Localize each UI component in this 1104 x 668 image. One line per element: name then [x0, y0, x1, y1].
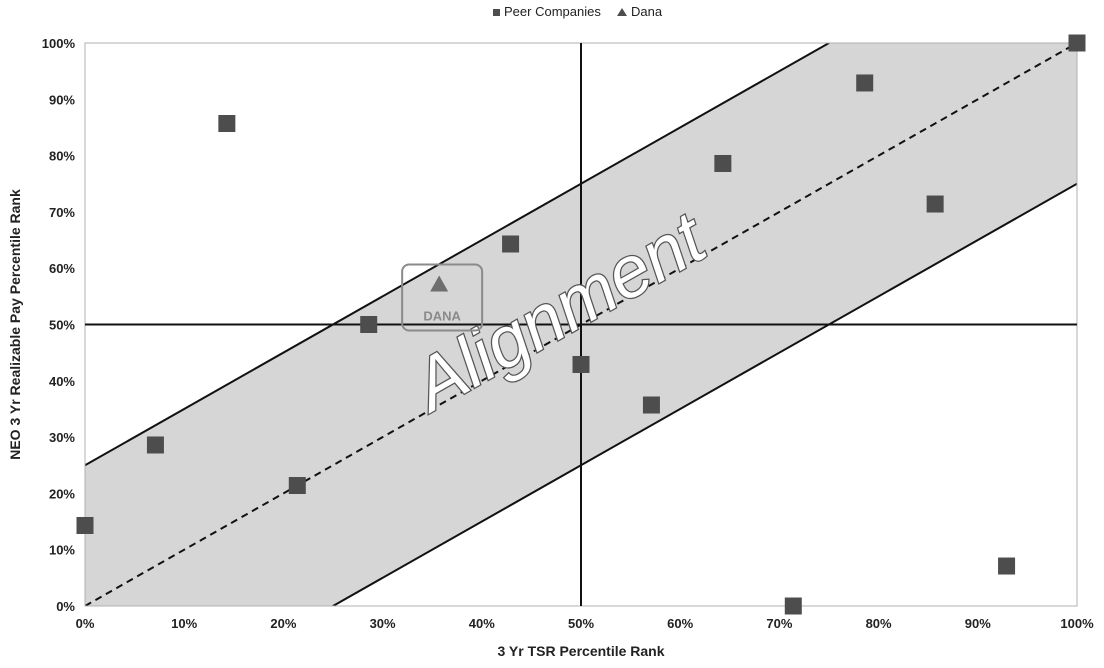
peer-company-point — [998, 557, 1016, 575]
x-tick-label: 70% — [766, 616, 792, 631]
peer-company-point — [360, 316, 378, 333]
peer-company-point — [1068, 34, 1086, 52]
peer-company-point — [502, 235, 520, 253]
dana-point — [430, 275, 449, 292]
dana-callout: DANA — [401, 263, 484, 332]
peer-company-point — [714, 154, 732, 172]
dana-label: DANA — [423, 309, 461, 324]
x-tick-label: 20% — [270, 616, 296, 631]
x-tick-label: 30% — [370, 616, 396, 631]
x-tick-label: 40% — [469, 616, 495, 631]
x-tick-label: 60% — [667, 616, 693, 631]
legend-peer-label: Peer Companies — [504, 4, 601, 19]
y-tick-label: 70% — [49, 205, 75, 220]
y-tick-label: 60% — [49, 261, 75, 276]
y-axis-label: NEO 3 Yr Realizable Pay Percentile Rank — [7, 189, 23, 460]
peer-company-point — [288, 477, 306, 495]
y-tick-label: 50% — [49, 318, 75, 333]
legend-dana-label: Dana — [631, 4, 663, 19]
x-tick-label: 10% — [171, 616, 197, 631]
lower-bound-line — [332, 182, 1077, 606]
peer-company-point — [218, 115, 236, 133]
y-tick-label: 80% — [49, 149, 75, 164]
peer-company-point — [926, 195, 944, 213]
upper-bound-line — [85, 43, 830, 467]
peer-company-point — [146, 436, 164, 454]
peer-company-point — [856, 74, 874, 92]
y-tick-label: 20% — [49, 486, 75, 501]
peer-company-point — [572, 355, 590, 373]
x-tick-label: 0% — [76, 616, 95, 631]
y-tick-label: 0% — [56, 599, 75, 614]
data-points — [76, 34, 1086, 615]
peer-company-point — [642, 396, 660, 414]
legend-peer-marker — [493, 9, 500, 16]
x-axis-label: 3 Yr TSR Percentile Rank — [497, 643, 664, 659]
peer-company-point — [784, 597, 802, 615]
legend-dana-marker — [617, 8, 627, 16]
y-tick-label: 90% — [49, 92, 75, 107]
legend: Peer Companies Dana — [493, 4, 663, 19]
y-tick-label: 100% — [42, 36, 76, 51]
peer-company-point — [76, 516, 94, 534]
x-tick-label: 100% — [1060, 616, 1094, 631]
y-tick-label: 10% — [49, 543, 75, 558]
x-tick-label: 50% — [568, 616, 594, 631]
y-tick-label: 30% — [49, 430, 75, 445]
y-axis-ticks: 0% 10% 20% 30% 40% 50% 60% 70% 80% 90% 100% — [42, 36, 76, 614]
x-axis-ticks: 0% 10% 20% 30% 40% 50% 60% 70% 80% 90% 100% — [76, 616, 1094, 631]
dana-label-box — [401, 263, 484, 332]
x-tick-label: 90% — [965, 616, 991, 631]
y-tick-label: 40% — [49, 374, 75, 389]
x-tick-label: 80% — [866, 616, 892, 631]
